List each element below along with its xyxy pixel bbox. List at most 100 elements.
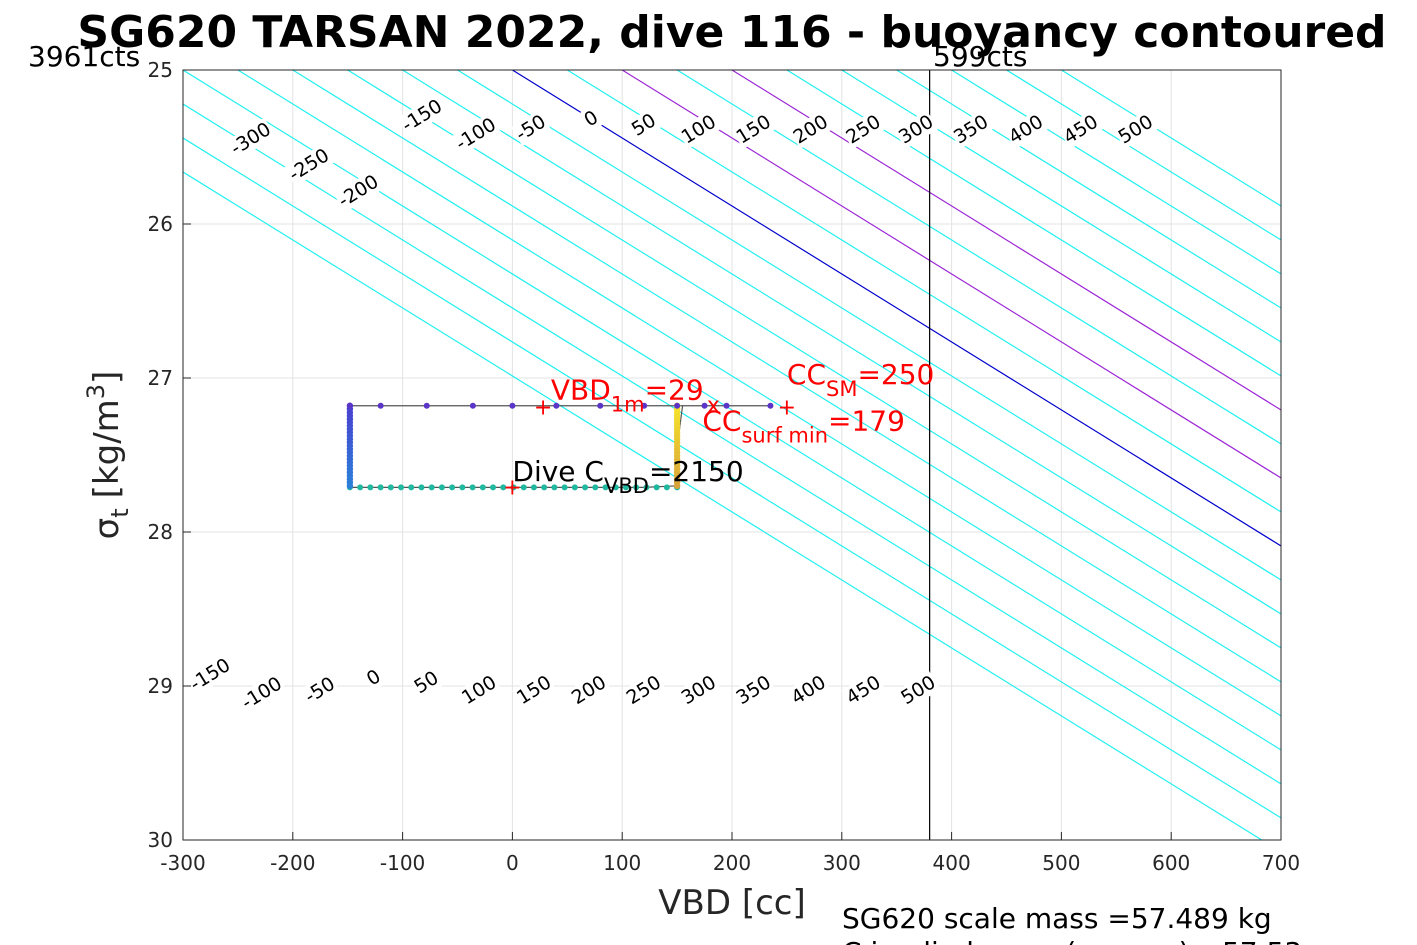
bottom-data-point <box>510 484 517 491</box>
bottom-data-point <box>653 484 660 491</box>
bottom-data-point <box>459 484 466 491</box>
x-tick-label: 100 <box>603 851 641 875</box>
contour-line <box>183 103 1281 785</box>
bottom-data-point <box>428 484 435 491</box>
top-data-point <box>553 402 560 409</box>
contour-label-bg <box>300 672 340 709</box>
counts-left-label: 3961cts <box>28 40 140 73</box>
top-data-point <box>597 402 604 409</box>
contour-line <box>183 171 1263 840</box>
top-data-point <box>469 402 476 409</box>
annotation-value: =250 <box>857 358 934 391</box>
bottom-data-point <box>602 484 609 491</box>
top-data-point <box>701 402 708 409</box>
x-tick-label: 700 <box>1262 851 1300 875</box>
contour-line <box>951 70 1281 275</box>
x-tick-label: 500 <box>1042 851 1080 875</box>
contour-line <box>621 70 1281 479</box>
contour-label-bg <box>397 94 448 138</box>
contour-label-bg <box>841 670 886 710</box>
bottom-data-point <box>367 484 374 491</box>
top-data-point <box>346 402 353 409</box>
annotation-value: =179 <box>828 404 905 437</box>
bottom-data-point <box>643 484 650 491</box>
x-tick-label: 0 <box>506 851 519 875</box>
contour-label-bg <box>409 666 444 699</box>
contour-label-bg <box>566 670 612 710</box>
top-data-point <box>423 402 430 409</box>
annotation-subscript: surf min <box>741 423 828 447</box>
annotation-value: =2150 <box>649 455 744 488</box>
contour-line <box>237 70 1281 717</box>
descent-data-point <box>346 482 354 489</box>
contour-label-bg <box>284 143 334 187</box>
x-tick-label: -300 <box>160 851 205 875</box>
contour-line <box>347 70 1281 649</box>
contour-line <box>676 70 1281 445</box>
annotation-subscript: VBD <box>604 474 649 498</box>
contour-line <box>786 70 1281 377</box>
bottom-data-point <box>469 484 476 491</box>
contour-label-bg <box>362 664 386 691</box>
bottom-data-point <box>500 484 507 491</box>
bottom-data-point <box>530 484 537 491</box>
y-tick-label: 25 <box>148 58 173 82</box>
annotation-label: CCsurf min=179 <box>702 404 905 447</box>
x-tick-label: 600 <box>1152 851 1190 875</box>
marker-symbol: + <box>778 395 796 420</box>
contour-line <box>512 70 1281 547</box>
counts-right-label: 599cts <box>933 40 1027 73</box>
contour-label-bg <box>676 110 721 150</box>
chart-title: SG620 TARSAN 2022, dive 116 - buoyancy c… <box>77 7 1386 58</box>
contour-label-bg <box>579 105 603 132</box>
y-axis-label-unit: [kg/m <box>87 399 127 498</box>
footer-line-1: SG620 scale mass =57.489 kg <box>842 902 1272 935</box>
bottom-data-point <box>387 484 394 491</box>
contour-label-bg <box>1113 110 1158 150</box>
y-tick-label: 27 <box>148 366 173 390</box>
x-tick-label: -100 <box>380 851 425 875</box>
annotation-label: VBD1m=29 <box>551 374 704 417</box>
contour-line <box>731 70 1281 411</box>
contour-line <box>402 70 1281 615</box>
x-tick-label: 400 <box>933 851 971 875</box>
contour-label-bg <box>621 670 666 710</box>
top-data-point <box>674 402 681 409</box>
bottom-data-point <box>582 484 589 491</box>
contour-label-bg <box>1003 110 1049 150</box>
contour-label-bg <box>894 110 939 150</box>
top-data-point <box>767 402 774 409</box>
bottom-data-point <box>663 484 670 491</box>
contour-line <box>566 70 1281 513</box>
contour-label-bg <box>788 110 833 150</box>
y-tick-label: 30 <box>148 828 173 852</box>
y-axis-label-subscript: t <box>106 508 134 517</box>
annotation-value: =29 <box>645 374 704 407</box>
contour-label-bg <box>333 170 384 213</box>
bottom-data-point <box>633 484 640 491</box>
contour-line <box>183 70 1281 751</box>
marker-symbol: + <box>503 475 521 500</box>
top-data-point <box>641 402 648 409</box>
contour-label-bg <box>731 110 776 150</box>
bottom-data-point <box>541 484 548 491</box>
marker-symbol: x <box>707 394 720 419</box>
bottom-data-point <box>449 484 456 491</box>
contour-labels: -300-250-200-150 -100 -50 0 50 100 150 200 250 30… <box>185 94 1158 715</box>
x-axis-label: VBD [cc] <box>658 883 806 923</box>
y-tick-label: 28 <box>148 520 173 544</box>
contour-label-bg <box>1058 110 1103 150</box>
x-tick-label: 300 <box>823 851 861 875</box>
bottom-data-point <box>571 484 578 491</box>
contour-line <box>841 70 1281 343</box>
contour-label-bg <box>510 110 551 147</box>
contour-label-bg <box>450 113 501 156</box>
axis-ticks: -300 -200 -100 0 100 200 300 400 500 600 700 25 26 27… <box>148 58 1301 875</box>
annotation-main: CC <box>702 404 741 437</box>
bottom-data-point <box>408 484 415 491</box>
apogee-data-point <box>673 482 681 489</box>
contour-line <box>1061 70 1281 207</box>
y-tick-label: 29 <box>148 674 173 698</box>
